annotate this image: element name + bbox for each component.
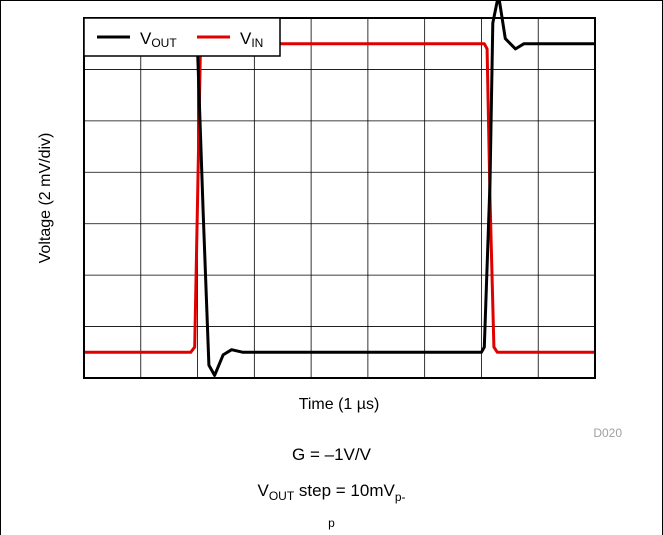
legend-label-vout: VOUT (140, 29, 177, 50)
frame-top-border (0, 0, 663, 1)
trailing-p: p (328, 516, 335, 530)
gain-caption: G = –1V/V (0, 445, 663, 465)
step-v: V (257, 481, 269, 500)
frame-left-border (0, 0, 1, 535)
oscilloscope-chart: VOUT VIN Voltage (2 mV/div) Time (1 µs) … (37, 0, 622, 440)
x-axis-label: Time (1 µs) (299, 396, 380, 413)
gain-text: G = –1V/V (292, 445, 371, 464)
chart-grid (84, 18, 595, 378)
legend-vout-main: V (140, 29, 152, 48)
step-v-sub: OUT (268, 489, 295, 503)
series-line-vin (84, 42, 595, 354)
legend-vin-sub: IN (251, 36, 263, 50)
legend-vout-sub: OUT (151, 36, 177, 50)
watermark-label: D020 (593, 426, 622, 440)
legend-vin-main: V (240, 29, 252, 48)
step-caption: VOUT step = 10mVp- (0, 481, 663, 504)
legend-label-vin: VIN (240, 29, 263, 50)
series-line-vout (84, 0, 595, 377)
chart-traces (84, 0, 595, 377)
y-axis-label: Voltage (2 mV/div) (37, 133, 54, 264)
step-unit-sub: p- (394, 490, 406, 504)
plot-area-border (83, 17, 596, 379)
legend: VOUT VIN (83, 17, 281, 57)
step-text: step = 10mV (294, 481, 395, 500)
